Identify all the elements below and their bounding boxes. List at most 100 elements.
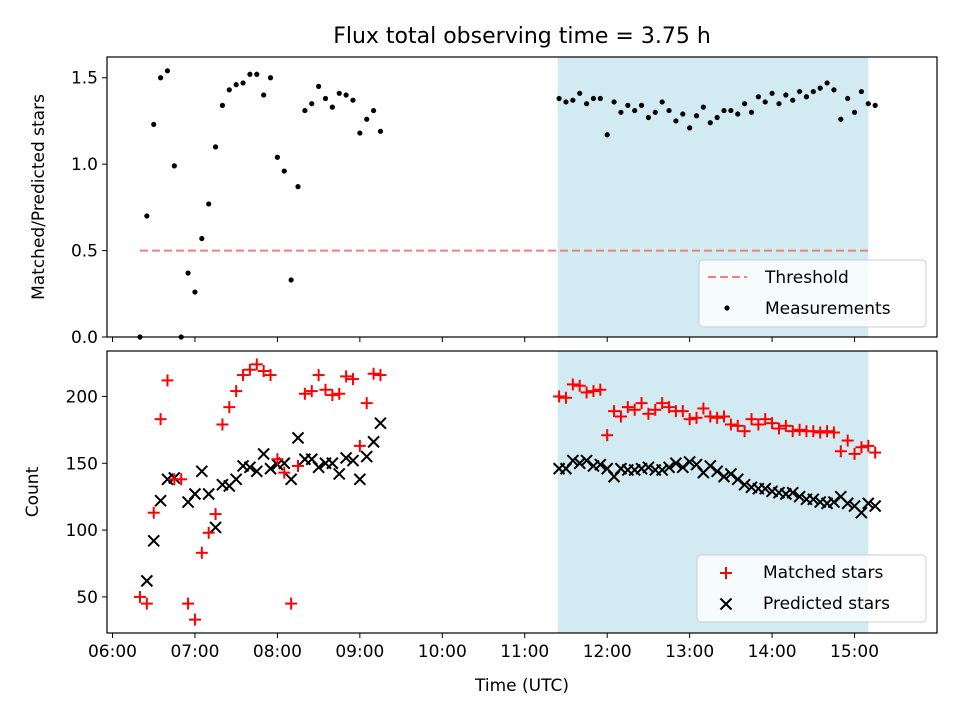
measurement-point xyxy=(164,68,171,74)
legend-matched-marker xyxy=(720,567,732,579)
predicted-star-point-stroke xyxy=(655,463,669,477)
matched-star-point xyxy=(628,403,641,416)
predicted-star-point-stroke xyxy=(291,431,305,445)
matched-star-point xyxy=(243,363,256,376)
predicted-star-point-stroke xyxy=(367,435,380,449)
matched-star-point xyxy=(766,417,779,430)
predicted-star-point-stroke xyxy=(188,487,202,501)
matched-star-point xyxy=(690,411,703,424)
predicted-star-point-stroke xyxy=(841,497,854,510)
measurement-point xyxy=(583,101,590,107)
matched-star-point xyxy=(814,426,827,439)
legend-threshold-label: Threshold xyxy=(764,268,849,288)
predicted-star-point-stroke xyxy=(140,574,154,588)
measurement-point xyxy=(838,116,844,122)
legend-matched-label: Matched stars xyxy=(763,563,883,583)
predicted-star-point xyxy=(662,461,676,474)
legend-predicted-label: Predicted stars xyxy=(763,594,890,614)
predicted-star-point-stroke xyxy=(339,451,353,465)
predicted-star-point-stroke xyxy=(566,454,580,467)
measurement-point xyxy=(157,75,164,81)
bottom-y-tick-label: 50 xyxy=(76,588,98,608)
measurement-point xyxy=(288,277,294,283)
measurement-point xyxy=(281,168,287,174)
predicted-star-point xyxy=(738,478,751,491)
matched-star-point xyxy=(587,385,600,398)
matched-star-point xyxy=(298,387,311,400)
predicted-star-point-stroke xyxy=(305,453,318,466)
matched-star-point xyxy=(566,378,579,391)
predicted-star-point-stroke xyxy=(745,481,758,494)
matched-star-point xyxy=(642,407,655,420)
matched-star-point xyxy=(752,418,765,431)
matched-star-point xyxy=(608,405,621,418)
predicted-star-point-stroke xyxy=(600,462,614,475)
matched-star-point xyxy=(738,425,751,438)
measurement-point xyxy=(247,71,253,77)
predicted-star-point-stroke xyxy=(312,461,325,474)
predicted-star-point-stroke xyxy=(284,473,298,486)
predicted-star-point xyxy=(339,451,353,465)
matched-star-point xyxy=(656,397,669,410)
bottom-x-ticks: 06:00 07:00 08:00 09:00 10:00 11:00 12:00 13:00… xyxy=(88,633,879,662)
measurement-point xyxy=(666,107,672,114)
x-axis-label: Time (UTC) xyxy=(474,676,569,696)
predicted-star-point-stroke xyxy=(209,521,222,534)
predicted-star-point-stroke xyxy=(848,499,861,513)
top-y-ticks: 0.0 0.5 1.0 1.5 xyxy=(71,69,107,348)
measurement-point xyxy=(329,104,335,110)
measurement-point xyxy=(858,88,865,95)
top-legend-box xyxy=(698,259,927,328)
matched-star-point xyxy=(759,413,772,426)
predicted-star-point-stroke xyxy=(154,494,167,507)
measurement-point xyxy=(755,94,761,100)
predicted-star-point-stroke xyxy=(669,457,683,470)
matched-star-point xyxy=(635,397,648,410)
measurement-point xyxy=(652,109,658,115)
top-y-tick-label: 0.5 xyxy=(71,242,98,262)
measurement-point xyxy=(728,107,734,114)
measurement-point xyxy=(597,95,603,102)
matched-star-point xyxy=(278,466,291,479)
matched-star-point xyxy=(182,597,195,610)
predicted-star-point-stroke xyxy=(862,497,875,510)
predicted-star-point xyxy=(594,458,607,471)
measurement-point xyxy=(226,87,232,93)
matched-star-point xyxy=(230,385,243,398)
predicted-star-point xyxy=(793,490,806,503)
predicted-star-point-stroke xyxy=(676,461,689,474)
measurement-point xyxy=(556,95,562,102)
predicted-star-point-stroke xyxy=(614,462,628,475)
predicted-star-point-stroke xyxy=(690,458,703,471)
bottom-y-ticks: 50 100 150 200 xyxy=(66,387,107,608)
measurement-point xyxy=(604,132,610,138)
legend-predicted-marker-stroke xyxy=(719,597,733,611)
x-tick-label: 15:00 xyxy=(830,642,879,662)
measurement-point xyxy=(199,235,205,242)
predicted-star-point xyxy=(195,465,209,478)
measurement-point xyxy=(219,102,226,108)
predicted-star-point-stroke xyxy=(580,454,593,467)
measurement-point xyxy=(611,99,617,105)
matched-star-point xyxy=(580,386,593,399)
measurement-point xyxy=(254,71,260,77)
measurement-point xyxy=(309,101,315,107)
predicted-star-point-stroke xyxy=(793,490,806,503)
matched-star-point xyxy=(367,367,380,380)
predicted-star-point-stroke xyxy=(360,450,373,463)
predicted-star-point xyxy=(209,521,222,534)
predicted-star-point-stroke xyxy=(724,467,738,481)
measurement-point xyxy=(707,120,713,126)
matched-star-point xyxy=(175,473,188,486)
predicted-star-point-stroke xyxy=(346,454,360,467)
matched-star-point xyxy=(147,506,160,519)
matched-star-point xyxy=(140,597,153,610)
predicted-star-point xyxy=(360,450,373,463)
matched-star-point xyxy=(559,391,572,404)
measurement-point xyxy=(563,99,569,105)
predicted-star-point xyxy=(202,487,215,501)
measurement-point xyxy=(762,99,768,105)
measurement-point xyxy=(783,92,789,98)
matched-star-point xyxy=(834,445,847,458)
